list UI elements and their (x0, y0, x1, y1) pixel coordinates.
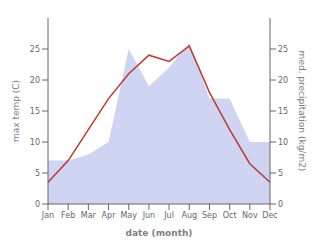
svg-text:May: May (120, 211, 137, 220)
svg-text:max temp (C): max temp (C) (11, 80, 21, 142)
svg-text:Mar: Mar (81, 211, 97, 220)
svg-text:5: 5 (278, 169, 283, 178)
svg-text:20: 20 (278, 76, 288, 85)
svg-text:Dec: Dec (262, 211, 277, 220)
svg-text:med. precipitation (kg/m2): med. precipitation (kg/m2) (297, 51, 307, 172)
svg-text:15: 15 (278, 107, 288, 116)
svg-text:Sep: Sep (202, 211, 217, 220)
svg-text:Feb: Feb (61, 211, 75, 220)
svg-text:Jan: Jan (41, 211, 54, 220)
svg-text:5: 5 (35, 169, 40, 178)
svg-text:10: 10 (278, 138, 288, 147)
svg-text:Nov: Nov (242, 211, 258, 220)
svg-text:Aug: Aug (181, 211, 197, 220)
svg-text:0: 0 (278, 200, 283, 209)
svg-text:0: 0 (35, 200, 40, 209)
svg-text:15: 15 (30, 107, 40, 116)
svg-text:10: 10 (30, 138, 40, 147)
svg-text:20: 20 (30, 76, 40, 85)
svg-text:25: 25 (30, 45, 40, 54)
svg-text:Jul: Jul (163, 211, 174, 220)
svg-text:25: 25 (278, 45, 288, 54)
svg-text:Jun: Jun (142, 211, 156, 220)
svg-text:Oct: Oct (223, 211, 237, 220)
svg-text:date (month): date (month) (126, 228, 193, 238)
svg-text:Apr: Apr (102, 211, 117, 220)
